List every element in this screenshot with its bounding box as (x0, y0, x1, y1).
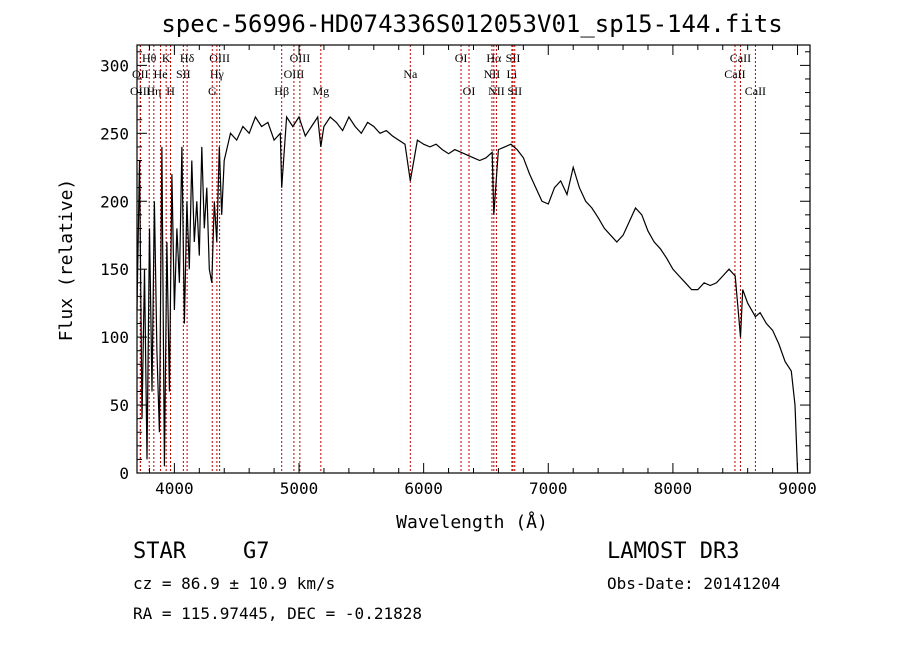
x-tick-label: 9000 (778, 479, 817, 498)
obs-date: Obs-Date: 20141204 (607, 574, 781, 593)
line-marker-label: Hθ (142, 51, 157, 65)
x-tick-label: 6000 (404, 479, 443, 498)
y-axis: 0 50 100 150 200 250 300 (100, 51, 810, 483)
line-marker-label: SII (507, 84, 522, 98)
object-subclass: G7 (243, 539, 270, 564)
y-tick-label: 250 (100, 124, 129, 143)
series-group (136, 115, 799, 471)
line-marker-label: He (154, 67, 168, 81)
line-marker-label: NII (488, 84, 505, 98)
redshift-text: cz = 86.9 ± 10.9 km/s (133, 574, 336, 593)
line-marker-label: CaII (730, 51, 751, 65)
line-marker-label: Hγ (210, 67, 225, 81)
y-tick-label: 50 (110, 396, 129, 415)
line-marker-label: OIII (284, 67, 305, 81)
survey-name: LAMOST DR3 (607, 539, 740, 564)
x-axis-label: Wavelength (Å) (396, 511, 548, 533)
spectrum-line (136, 115, 799, 471)
object-class: STAR (133, 539, 186, 564)
y-tick-label: 300 (100, 56, 129, 75)
line-marker-label: Na (403, 67, 418, 81)
line-marker-label: Hδ (180, 51, 195, 65)
x-tick-label: 7000 (529, 479, 568, 498)
line-marker-label: Hη (146, 84, 161, 98)
line-marker-label: Hβ (274, 84, 289, 98)
x-axis: 4000 5000 6000 7000 8000 9000 (148, 45, 817, 498)
line-marker-label: H (166, 84, 175, 98)
chart-title: spec-56996-HD074336S012053V01_sp15-144.f… (161, 10, 782, 38)
line-marker-label: Mg (312, 84, 329, 98)
line-marker-label: OIII (209, 51, 230, 65)
line-marker-label: OI (455, 51, 468, 65)
y-tick-label: 200 (100, 192, 129, 211)
line-marker-label: OIII (290, 51, 311, 65)
line-marker-label: CaII (724, 67, 745, 81)
plot-frame (136, 44, 811, 474)
line-marker-label: NII (484, 67, 501, 81)
line-marker-label: OIII (130, 84, 151, 98)
x-tick-label: 8000 (654, 479, 693, 498)
y-tick-label: 100 (100, 328, 129, 347)
line-marker-label: Hα (486, 51, 502, 65)
line-marker-label: G (208, 84, 217, 98)
x-tick-label: 5000 (280, 479, 319, 498)
line-marker-label: SII (176, 67, 191, 81)
y-axis-label: Flux (relative) (56, 179, 77, 342)
line-marker-label: Li (507, 67, 518, 81)
y-tick-label: 150 (100, 260, 129, 279)
coordinates-text: RA = 115.97445, DEC = -0.21828 (133, 604, 422, 623)
y-tick-label: 0 (119, 464, 129, 483)
line-marker-label: CaII (745, 84, 766, 98)
x-tick-label: 4000 (155, 479, 194, 498)
line-marker-label: SII (506, 51, 521, 65)
line-marker-label: K (162, 51, 171, 65)
line-marker-label: OI (463, 84, 476, 98)
